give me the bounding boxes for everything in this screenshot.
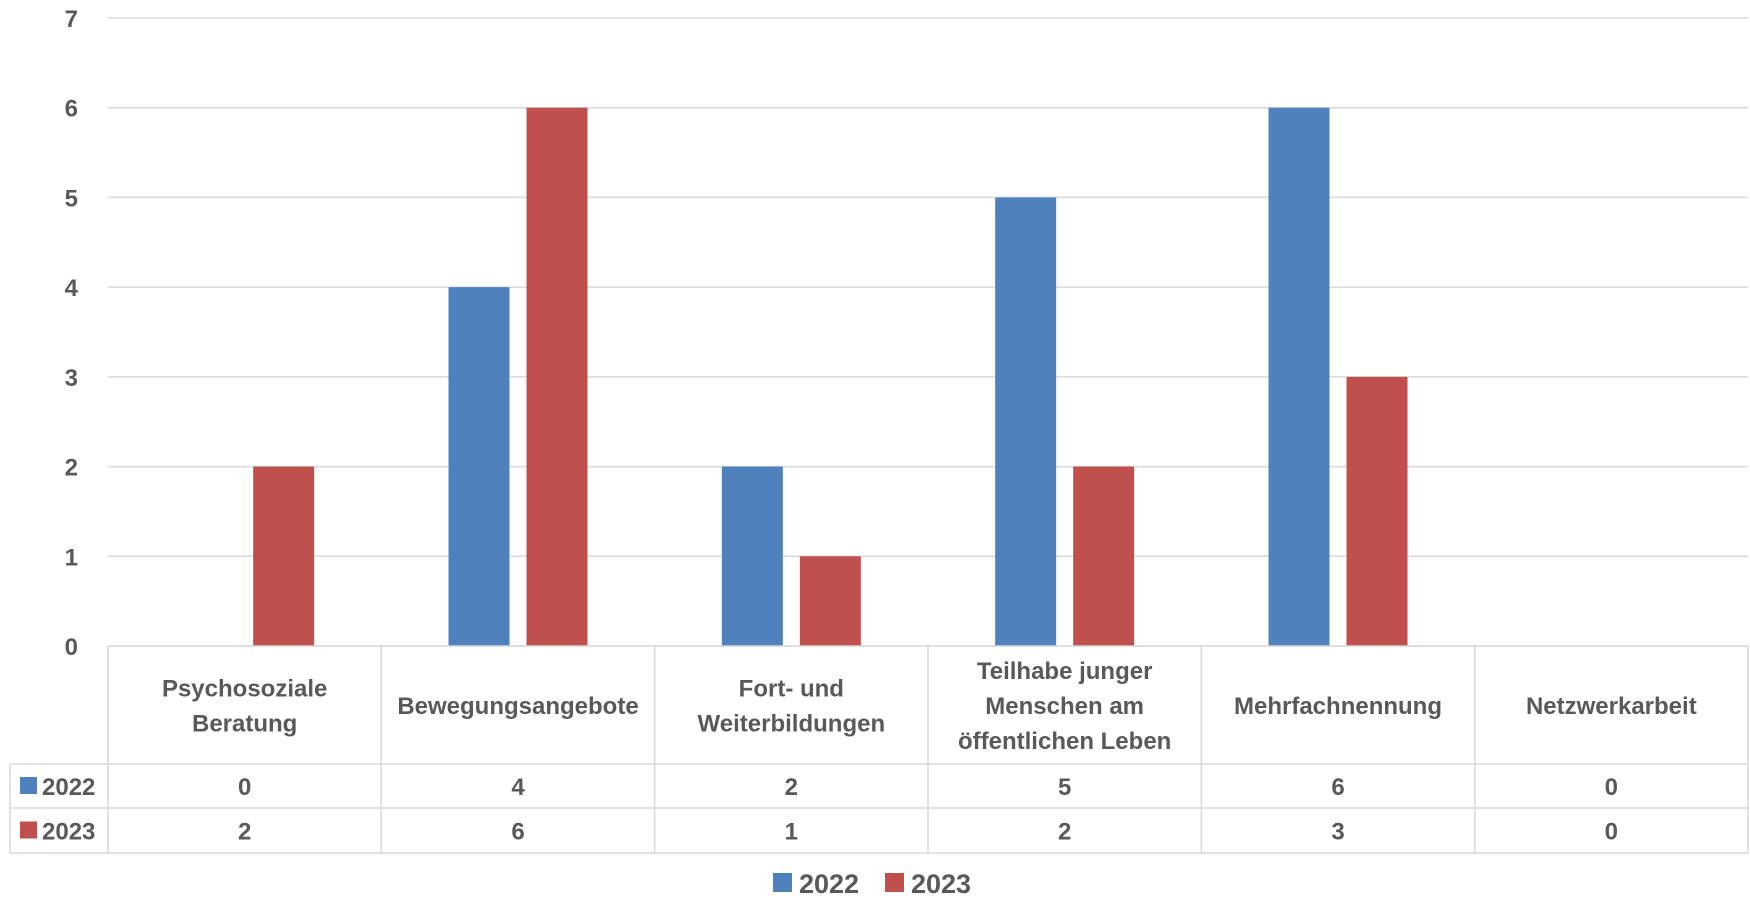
table-value: 1 (785, 819, 798, 846)
table-value: 2 (785, 774, 798, 801)
category-label: Menschen am (985, 693, 1144, 720)
bar-2022 (1268, 107, 1330, 646)
category-label: Mehrfachnennung (1234, 693, 1442, 720)
table-series-label: 2022 (42, 774, 95, 801)
table-series-label: 2023 (42, 819, 95, 846)
y-tick-label: 7 (65, 6, 78, 33)
legend-label: 2022 (799, 869, 859, 899)
category-label: Psychosoziale (162, 676, 327, 703)
bar-2022 (448, 287, 510, 646)
legend-label: 2023 (911, 869, 971, 899)
table-value: 2 (238, 819, 251, 846)
bar-2023 (1073, 466, 1135, 646)
y-tick-label: 6 (65, 96, 78, 123)
bar-2022 (721, 466, 783, 646)
y-tick-label: 0 (65, 634, 78, 661)
table-value: 2 (1058, 819, 1071, 846)
y-tick-label: 3 (65, 365, 78, 392)
table-value: 0 (1605, 819, 1618, 846)
category-label: Bewegungsangebote (397, 693, 638, 720)
category-label: Weiterbildungen (698, 711, 886, 738)
table-value: 3 (1331, 819, 1344, 846)
legend: 2022 2023 (773, 869, 971, 899)
data-table: Psychosoziale Beratung Bewegungsangebote Fo… (9, 645, 1749, 854)
table-value: 6 (511, 819, 524, 846)
y-axis: 0 1 2 3 4 5 6 7 (65, 6, 79, 661)
category-label: Teilhabe junger (977, 658, 1153, 685)
legend-key-2022 (773, 873, 792, 892)
table-value: 0 (1605, 774, 1618, 801)
y-tick-label: 2 (65, 455, 78, 482)
bar-2023 (526, 107, 588, 646)
bar-2023 (253, 466, 315, 646)
bars (253, 107, 1408, 646)
bar-2023 (799, 556, 861, 646)
table-value: 5 (1058, 774, 1071, 801)
category-label: Netzwerkarbeit (1526, 693, 1697, 720)
category-label: öffentlichen Leben (958, 728, 1171, 755)
bar-2022 (995, 197, 1057, 646)
table-value: 0 (238, 774, 251, 801)
category-label: Fort- und (739, 676, 844, 703)
y-tick-label: 5 (65, 185, 78, 212)
table-key-2022 (20, 777, 37, 794)
bar-2023 (1346, 376, 1408, 646)
table-value: 4 (511, 774, 525, 801)
category-label: Beratung (192, 711, 297, 738)
gridlines (108, 17, 1748, 647)
table-value: 6 (1331, 774, 1344, 801)
legend-key-2023 (885, 873, 904, 892)
y-tick-label: 1 (65, 544, 78, 571)
y-tick-label: 4 (65, 275, 79, 302)
table-key-2023 (20, 821, 37, 839)
